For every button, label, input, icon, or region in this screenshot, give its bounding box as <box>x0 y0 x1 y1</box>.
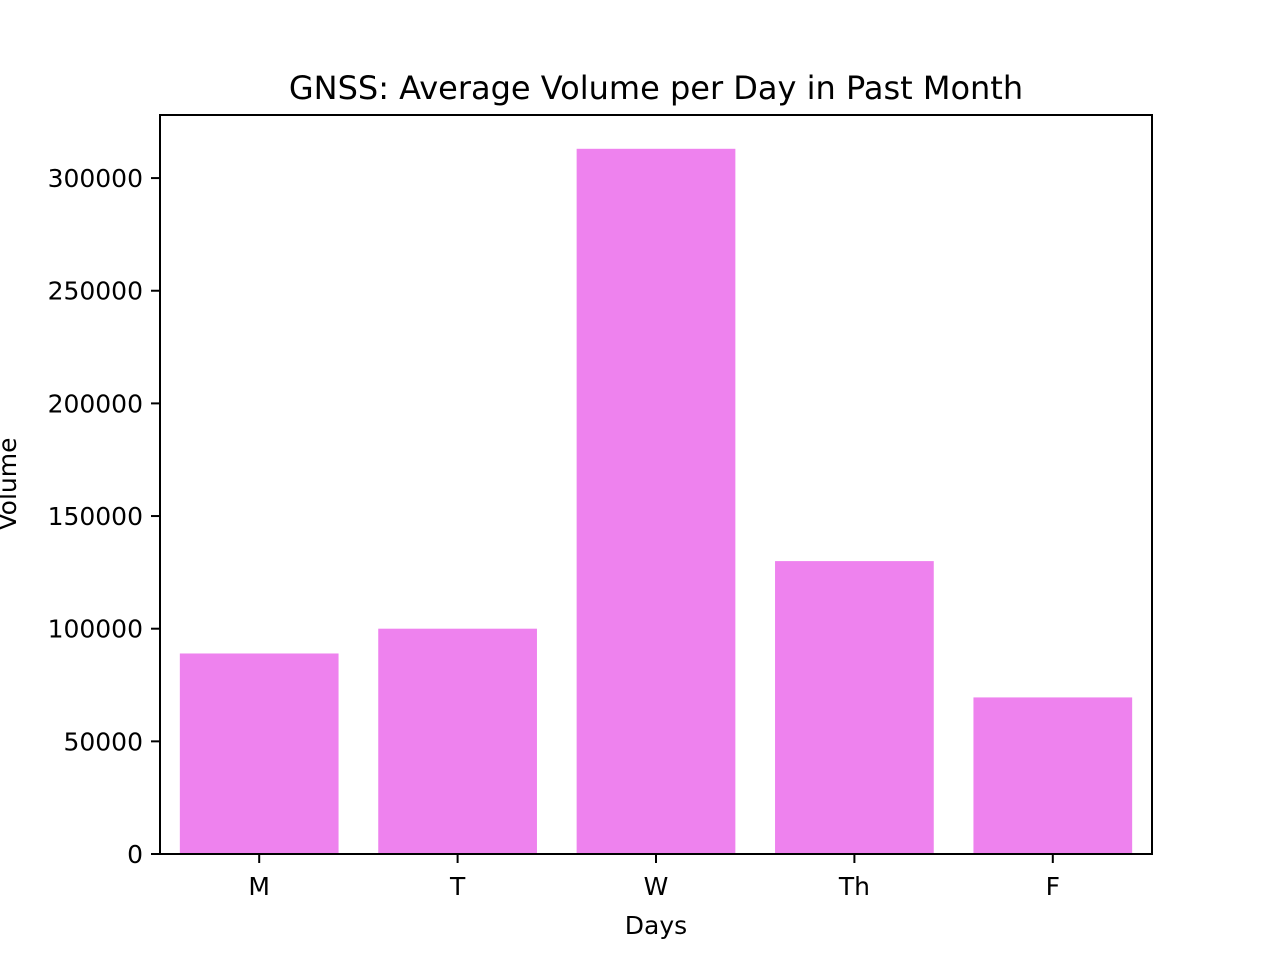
bars-group <box>179 148 1133 855</box>
chart-title: GNSS: Average Volume per Day in Past Mon… <box>289 69 1023 107</box>
bar-t <box>378 628 537 854</box>
y-axis-ticks: 0 50000 100000 150000 200000 250000 300000 <box>48 164 160 869</box>
bar-m <box>179 653 339 854</box>
plot-area-frame <box>159 114 1153 855</box>
y-tick-label: 50000 <box>63 727 143 756</box>
x-tick-label: F <box>1046 872 1060 901</box>
y-axis-label: Volume <box>0 438 22 531</box>
bar-th <box>775 561 934 854</box>
x-tick-label: T <box>449 872 466 901</box>
x-tick-label: M <box>248 872 270 901</box>
x-tick-label: Th <box>838 872 870 901</box>
x-tick-label: W <box>644 872 669 901</box>
x-axis-ticks: M T W Th F <box>248 854 1060 901</box>
y-tick-label: 200000 <box>48 389 143 418</box>
y-tick-label: 150000 <box>48 502 143 531</box>
bar-f <box>973 697 1133 854</box>
y-tick-label: 0 <box>127 840 143 869</box>
y-tick-label: 250000 <box>48 277 143 306</box>
bar-w <box>576 148 736 855</box>
y-tick-label: 300000 <box>48 164 143 193</box>
x-axis-label: Days <box>625 911 687 940</box>
y-tick-label: 100000 <box>48 615 143 644</box>
